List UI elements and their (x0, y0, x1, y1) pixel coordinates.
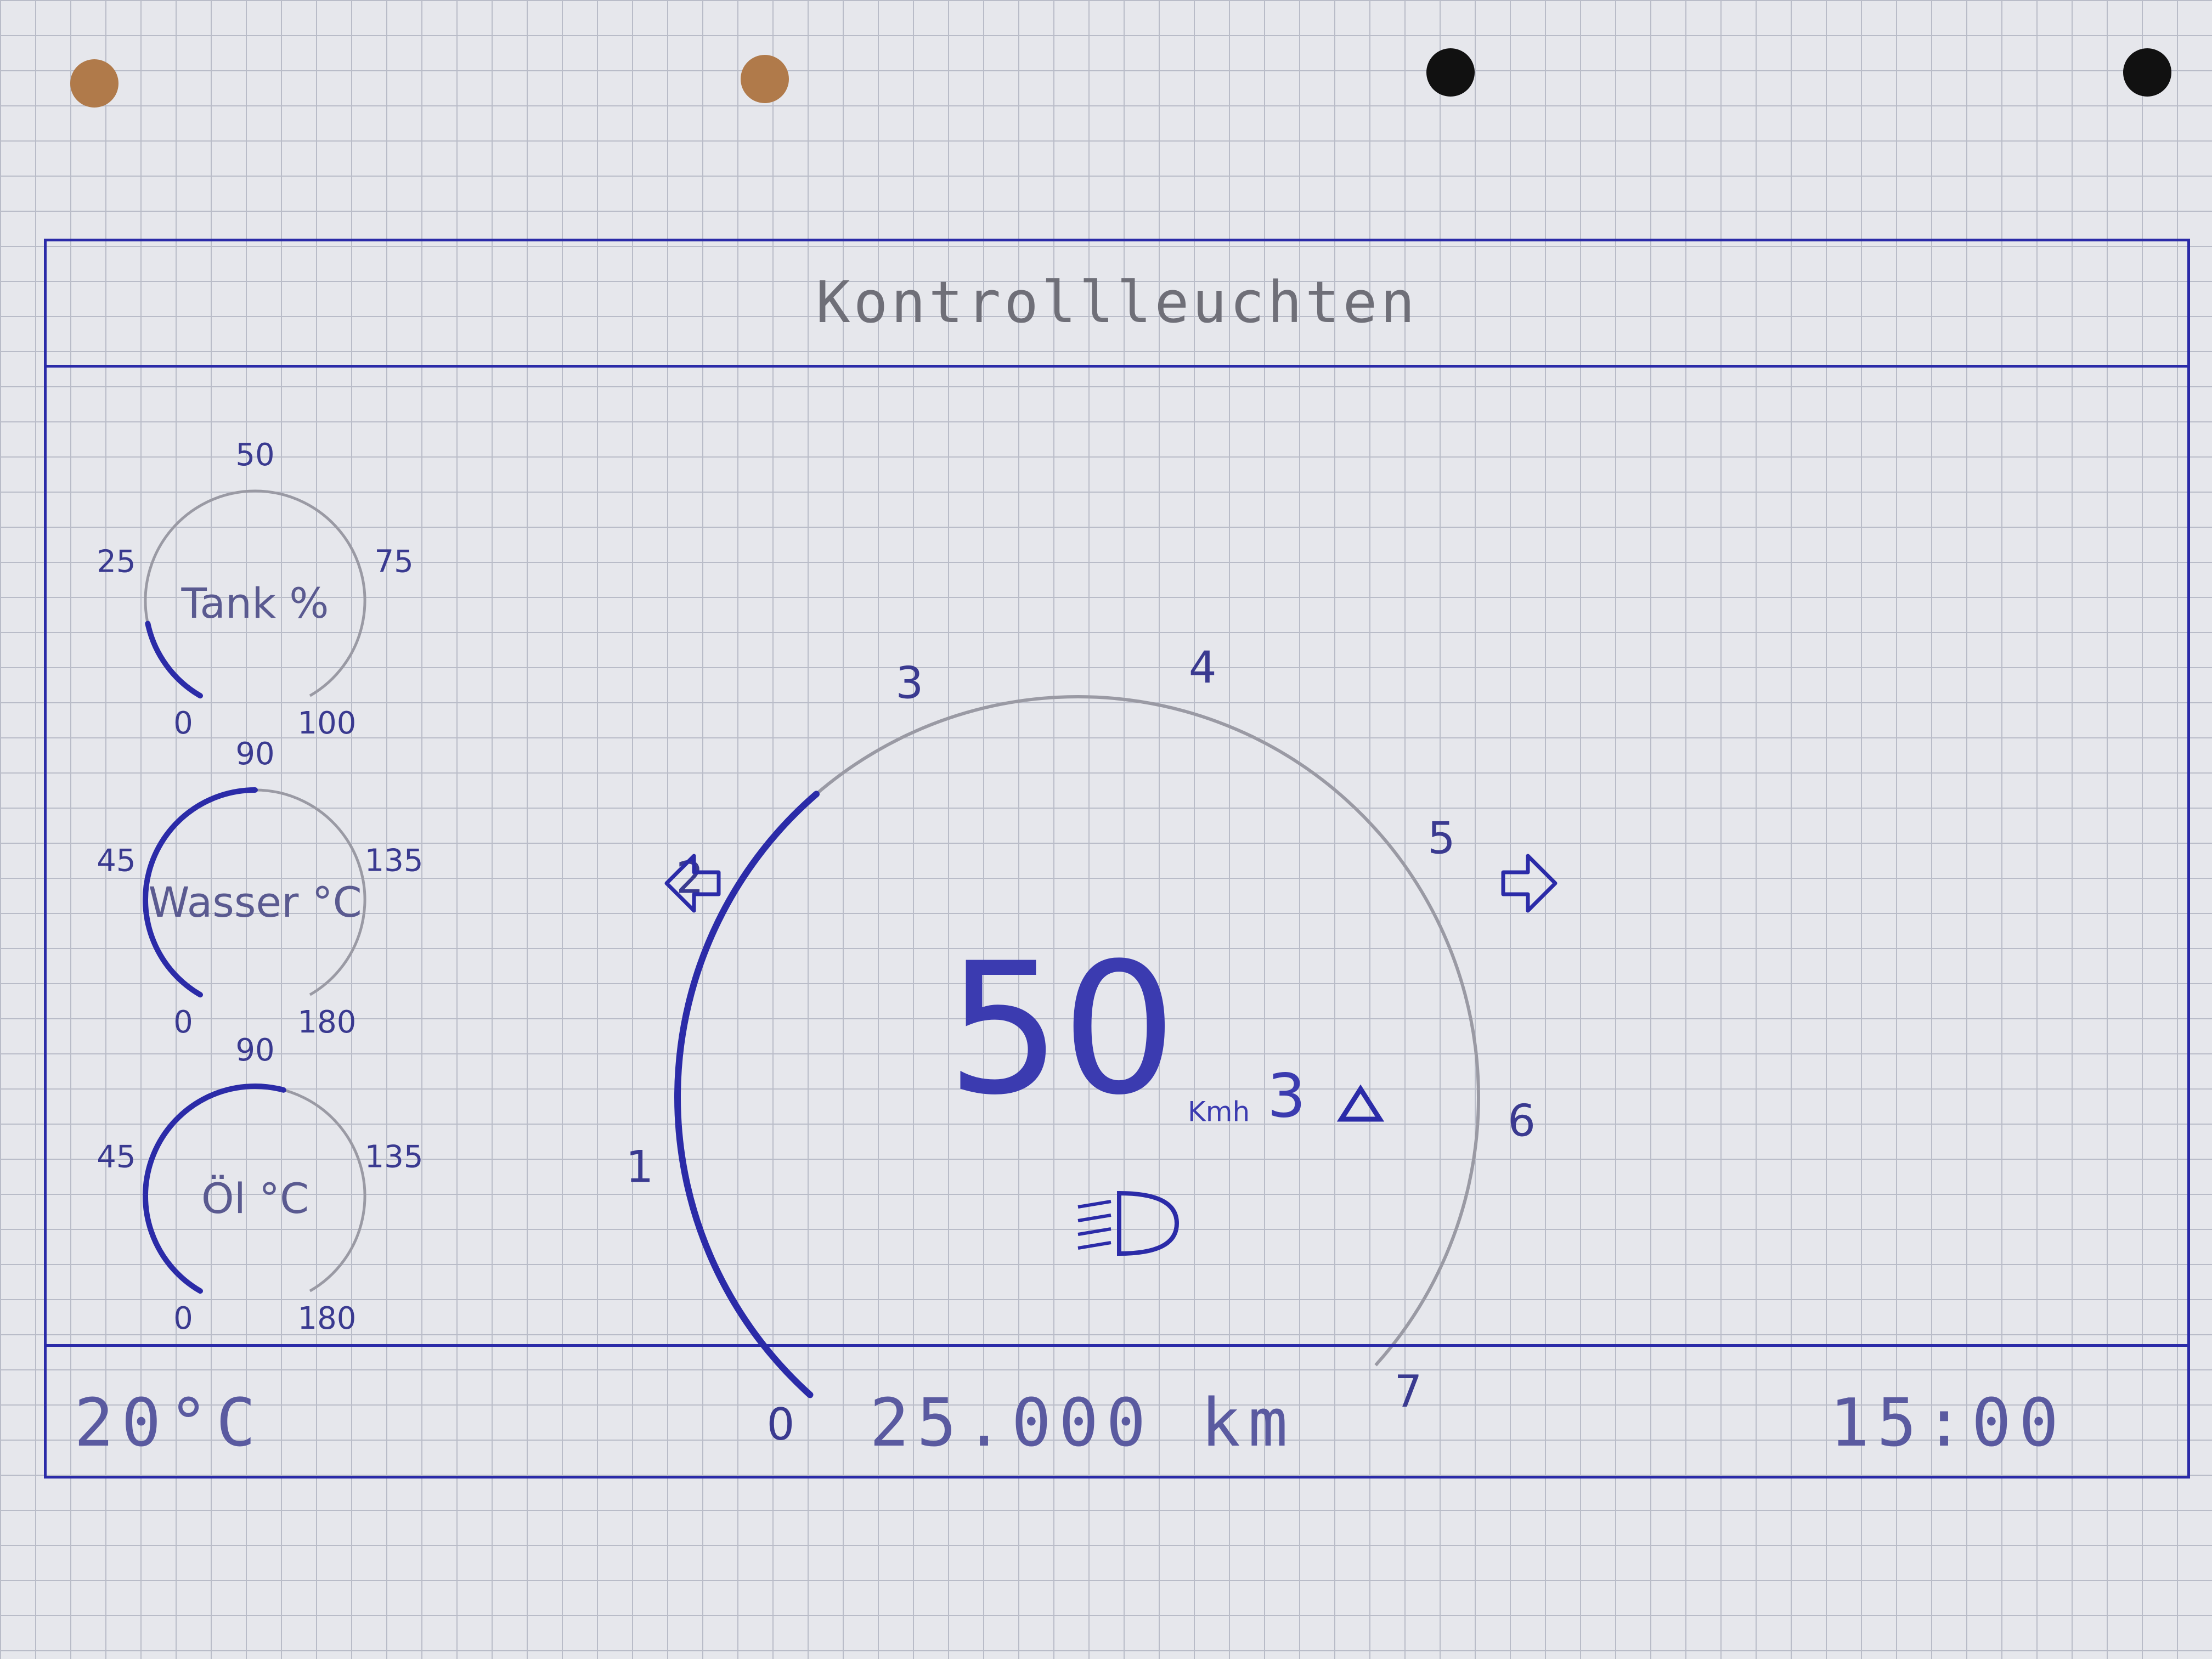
speedometer-tick-label: 1 (625, 1142, 653, 1193)
speed-readout: 50 (946, 924, 1177, 1135)
speed-unit: Kmh (1188, 1096, 1250, 1128)
gear-indicator: 3 (1267, 1060, 1306, 1131)
gauge-label: Wasser °C (148, 878, 362, 927)
binder-hole (1426, 48, 1475, 97)
gauge-fill (142, 1084, 286, 1294)
gauge-tick-label: 0 (173, 706, 193, 741)
gauge-tick-label: 135 (365, 1139, 424, 1175)
gauge-tick-label: 0 (173, 1005, 193, 1040)
outside-temperature: 20°C (74, 1385, 263, 1462)
speedometer-tick-label: 3 (895, 657, 923, 708)
gauge-tick-label: 180 (298, 1301, 357, 1336)
speedometer-tick-label: 7 (1394, 1366, 1422, 1417)
speedometer-tick-label: 5 (1427, 813, 1455, 864)
gauge-label: Tank % (181, 579, 329, 628)
gauge-label: Öl °C (201, 1174, 309, 1223)
gauge-tick-label: 45 (97, 1139, 136, 1175)
binder-hole (70, 59, 119, 108)
speedometer-fill (674, 791, 820, 1398)
status-bar: 20°C 25.000 km 15:00 (47, 1344, 2187, 1476)
arrow-right-icon[interactable] (1501, 854, 1558, 913)
speedometer-tick-label: 0 (767, 1399, 795, 1450)
gauge-tick-label: 45 (97, 843, 136, 878)
binder-hole (2123, 48, 2171, 97)
gauge-tick-label: 90 (235, 1032, 274, 1068)
gauge-tick-label: 25 (97, 544, 136, 579)
headlight-icon (1077, 1190, 1180, 1256)
warning-lights-title: Kontrollleuchten (816, 269, 1418, 336)
gauge-fill (142, 787, 258, 998)
gauge-tick-label: 180 (298, 1005, 357, 1040)
speedometer-tick-label: 6 (1508, 1095, 1536, 1146)
binder-hole (741, 55, 789, 103)
warning-lights-bar: Kontrollleuchten (47, 241, 2187, 368)
gauge-tick-label: 100 (298, 706, 357, 741)
dashboard-frame: Kontrollleuchten 0 25 50 75 100 Tank % 0 45 90 13… (44, 239, 2190, 1479)
gauge-tick-label: 135 (365, 843, 424, 878)
clock: 15:00 (1830, 1385, 2067, 1462)
gauge-fill (145, 620, 203, 699)
arrow-left-icon[interactable] (664, 854, 721, 913)
odometer: 25.000 km (870, 1385, 1296, 1462)
gauge-tick-label: 50 (235, 437, 274, 473)
gauge-tick-label: 90 (235, 736, 274, 772)
warning-triangle-icon (1336, 1084, 1385, 1122)
speedometer-tick-label: 4 (1189, 642, 1217, 693)
gauge-tick-label: 0 (173, 1301, 193, 1336)
gauge-tick-label: 75 (374, 544, 413, 579)
